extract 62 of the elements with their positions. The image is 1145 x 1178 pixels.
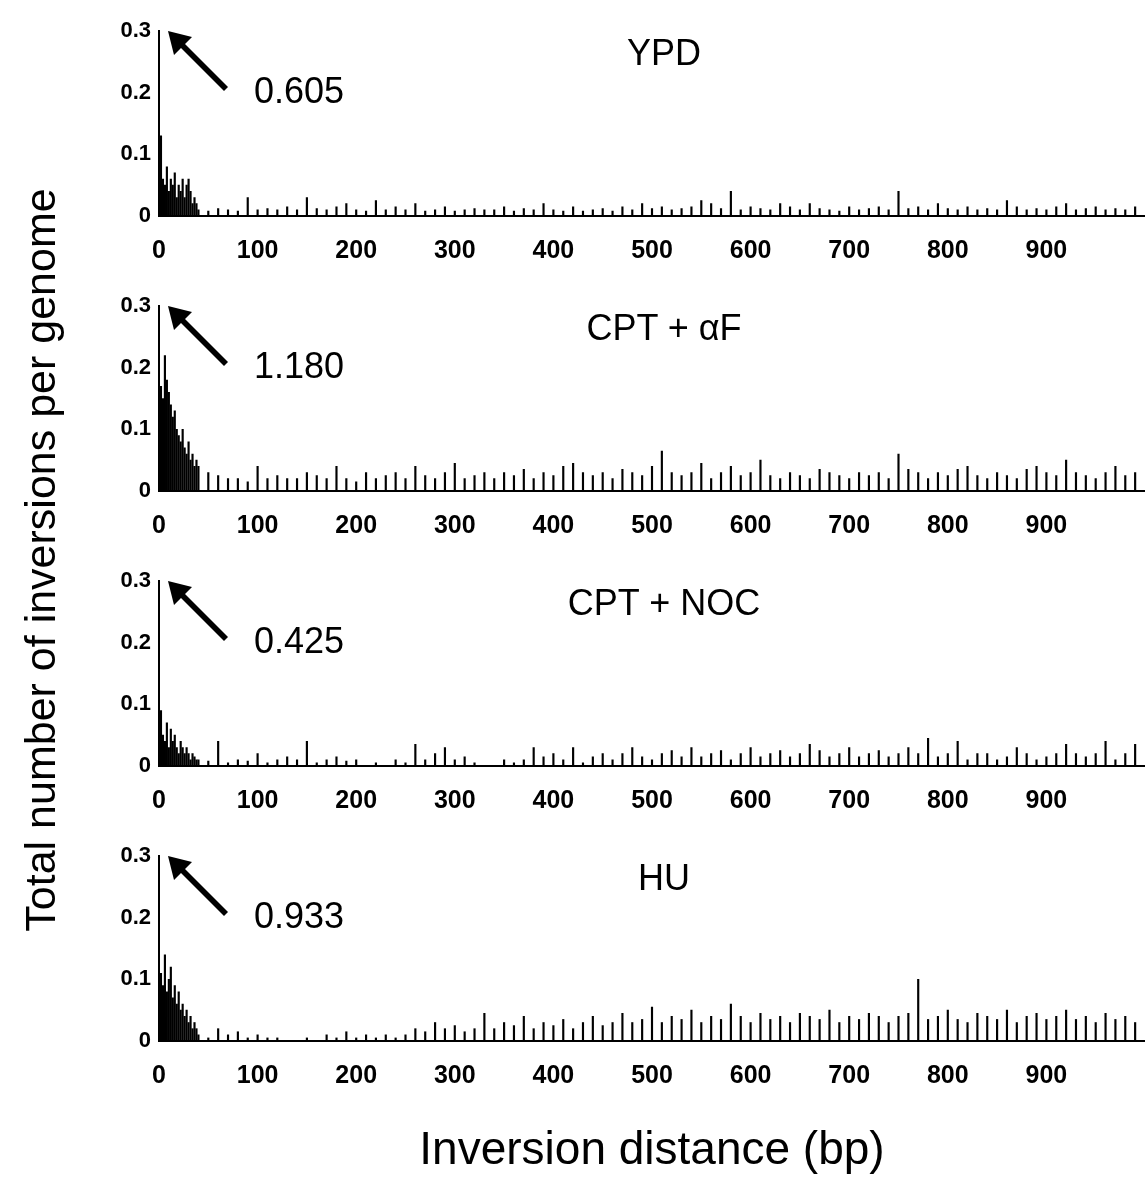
x-tick-label: 600 bbox=[729, 509, 772, 538]
y-tick-label: 0.1 bbox=[120, 415, 151, 441]
y-tick-label: 0.2 bbox=[120, 78, 151, 104]
x-tick-label: 300 bbox=[433, 1059, 476, 1088]
x-tick-label: 700 bbox=[828, 1059, 871, 1088]
annotation: 0.605 bbox=[254, 70, 345, 112]
chart-title: HU bbox=[638, 857, 690, 899]
y-tick-label: 0.2 bbox=[120, 628, 151, 654]
chart-title: YPD bbox=[626, 32, 702, 74]
annotation: 1.180 bbox=[254, 345, 345, 387]
x-tick-label: 500 bbox=[631, 509, 673, 538]
y-tick-label: 0.1 bbox=[120, 690, 151, 716]
x-tick-label: 800 bbox=[926, 784, 969, 813]
x-tick-label: 500 bbox=[631, 234, 673, 263]
x-tick-label: 900 bbox=[1025, 509, 1068, 538]
y-tick-label: 0 bbox=[138, 202, 151, 228]
y-tick-label: 0 bbox=[138, 752, 151, 778]
x-tick-label: 700 bbox=[828, 784, 871, 813]
x-tick-label: 800 bbox=[926, 1059, 969, 1088]
y-tick-label: 0.1 bbox=[120, 965, 151, 991]
x-tick-label: 400 bbox=[532, 784, 575, 813]
x-axis-title: Inversion distance (bp) bbox=[419, 1121, 885, 1175]
x-tick-label: 900 bbox=[1025, 784, 1068, 813]
x-tick-label: 100 bbox=[236, 509, 279, 538]
x-tick-label: 400 bbox=[532, 1059, 575, 1088]
y-tick-label: 0 bbox=[138, 1027, 151, 1053]
chart-title: CPT + αF bbox=[586, 307, 742, 349]
x-tick-label: 100 bbox=[236, 1059, 279, 1088]
x-tick-label: 500 bbox=[631, 784, 673, 813]
x-tick-label: 400 bbox=[532, 509, 575, 538]
x-tick-label: 600 bbox=[729, 784, 772, 813]
y-tick-label: 0 bbox=[138, 477, 151, 503]
x-tick-label: 200 bbox=[335, 1059, 378, 1088]
x-tick-label: 700 bbox=[828, 509, 871, 538]
x-tick-label: 800 bbox=[926, 234, 969, 263]
x-tick-label: 300 bbox=[433, 234, 476, 263]
x-tick-label: 200 bbox=[335, 234, 378, 263]
y-tick-label: 0.3 bbox=[120, 567, 151, 593]
x-tick-label: 700 bbox=[828, 234, 871, 263]
x-tick-label: 100 bbox=[236, 784, 279, 813]
y-axis-title: Total number of inversions per genome bbox=[15, 188, 65, 932]
x-tick-label: 300 bbox=[433, 509, 476, 538]
x-tick-label: 900 bbox=[1025, 1059, 1068, 1088]
x-tick-label: 800 bbox=[926, 509, 969, 538]
x-tick-label: 600 bbox=[729, 234, 772, 263]
x-tick-label: 500 bbox=[631, 1059, 673, 1088]
x-tick-label: 900 bbox=[1025, 234, 1068, 263]
x-tick-label: 200 bbox=[335, 509, 378, 538]
y-tick-label: 0.1 bbox=[120, 140, 151, 166]
x-tick-label: 600 bbox=[729, 1059, 772, 1088]
y-tick-label: 0.3 bbox=[120, 292, 151, 318]
x-tick-label: 100 bbox=[236, 234, 279, 263]
x-tick-label: 300 bbox=[433, 784, 476, 813]
annotation: 0.933 bbox=[254, 895, 345, 937]
y-tick-label: 0.3 bbox=[120, 842, 151, 868]
annotation: 0.425 bbox=[254, 620, 345, 662]
y-tick-label: 0.3 bbox=[120, 17, 151, 43]
y-tick-label: 0.2 bbox=[120, 903, 151, 929]
chart-title: CPT + NOC bbox=[567, 582, 761, 624]
x-tick-label: 200 bbox=[335, 784, 378, 813]
x-tick-label: 400 bbox=[532, 234, 575, 263]
y-tick-label: 0.2 bbox=[120, 353, 151, 379]
